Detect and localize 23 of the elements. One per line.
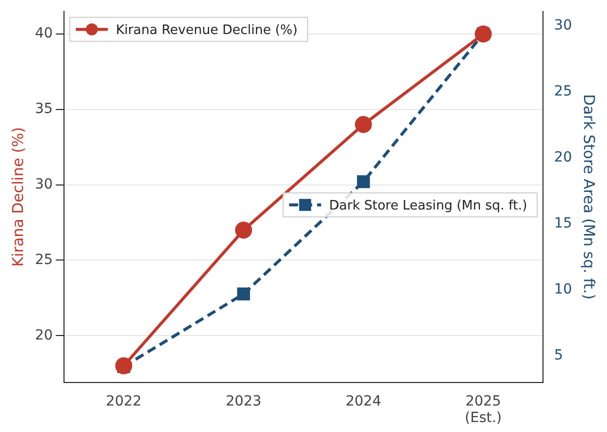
y2-tick-label: 10 (554, 282, 572, 298)
y2-tick-label: 15 (554, 216, 572, 232)
y2-tick-label: 25 (554, 84, 572, 100)
x-tick-label: 2024 (346, 393, 382, 410)
legend-label: Kirana Revenue Decline (%) (116, 22, 298, 38)
y2-tick-label: 5 (554, 348, 564, 364)
x-tick-label: 2025 (Est.) (464, 393, 502, 426)
y-tick-label: 40 (34, 26, 53, 42)
y-tick-label: 35 (34, 101, 53, 118)
x-tick-label: 2022 (106, 393, 142, 410)
point (115, 357, 132, 374)
y-tick-label: 20 (34, 327, 53, 344)
legend-label: Dark Store Leasing (Mn sq. ft.) (329, 198, 528, 214)
y2-tick-label: 20 (554, 150, 572, 166)
y-axis-title: Kirana Decline (%) (8, 127, 27, 267)
y2-axis-title: Dark Store Area (Mn sq. ft.) (580, 94, 598, 300)
y2-tick-label: 30 (554, 18, 572, 34)
point (354, 116, 372, 134)
x-tick-label: 2023 (226, 393, 262, 410)
y-tick-label: 25 (34, 252, 53, 268)
point (235, 222, 252, 239)
y-tick-label: 30 (34, 176, 53, 192)
point (474, 26, 492, 43)
